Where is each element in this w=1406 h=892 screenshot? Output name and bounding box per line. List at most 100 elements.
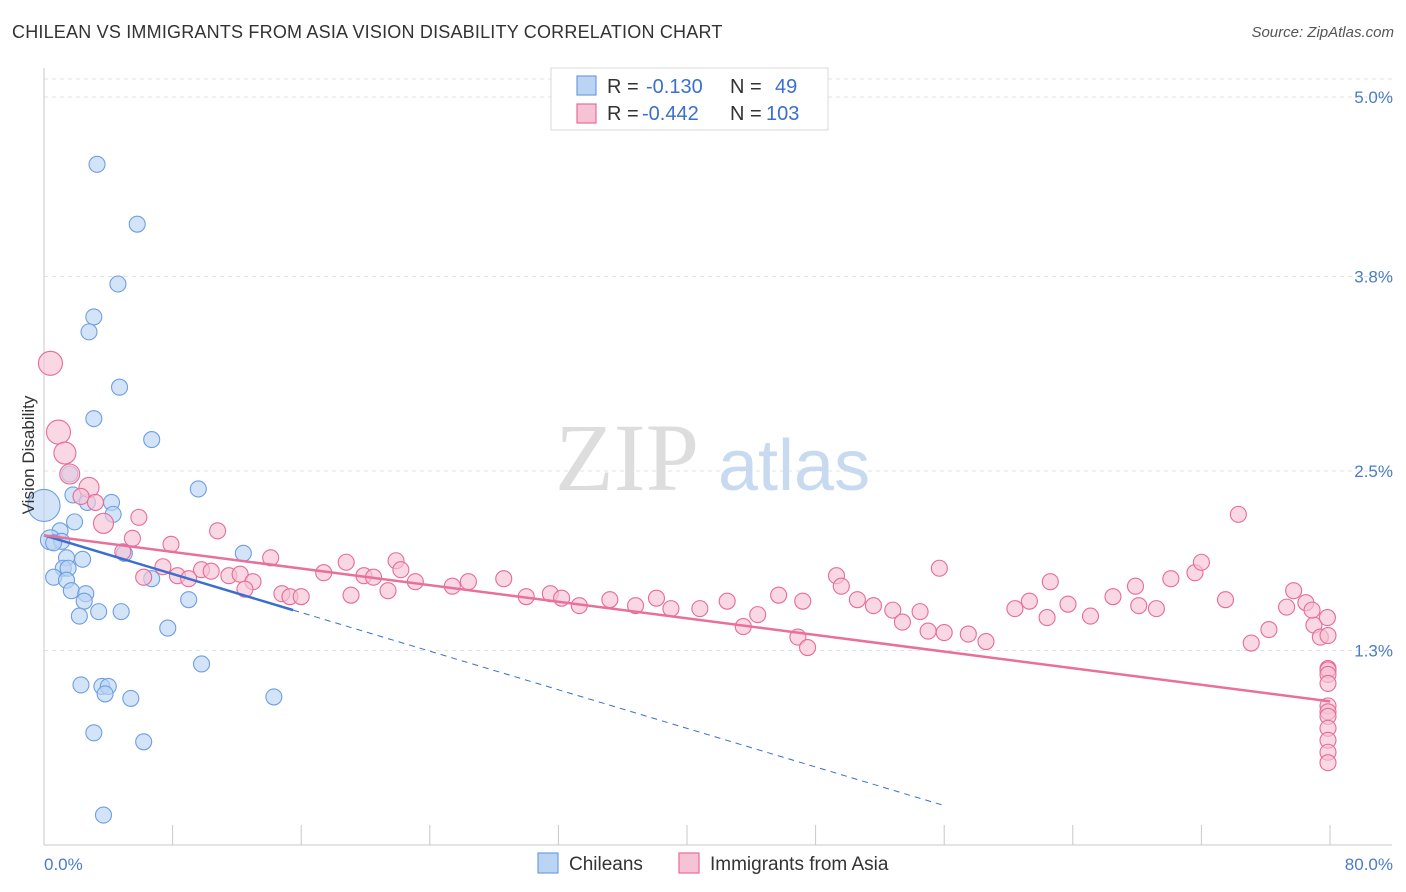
legend-r-label-1: R = (607, 76, 639, 98)
legend-label-chileans: Chileans (569, 854, 643, 875)
point-immigrants-38 (379, 582, 397, 600)
source-label: Source: ZipAtlas.com (1251, 24, 1394, 41)
point-chileans-0 (27, 488, 61, 522)
point-immigrants-46 (662, 600, 680, 618)
point-immigrants-95 (1319, 674, 1337, 692)
y-axis-title: Vision Disability (19, 395, 38, 514)
stats-legend-box (550, 67, 829, 131)
watermark-zip: ZIP (555, 404, 699, 511)
point-immigrants-91 (1318, 609, 1336, 627)
legend-n-label-1: N = (730, 76, 762, 98)
trend-line-immigrants (43, 534, 1331, 703)
point-chileans-3 (109, 275, 127, 293)
legend-r-value-1: -0.130 (646, 76, 703, 98)
point-immigrants-74 (1126, 577, 1145, 595)
point-immigrants-1 (45, 419, 72, 445)
point-chileans-10 (189, 480, 207, 498)
point-immigrants-89 (1285, 582, 1303, 600)
point-immigrants-64 (935, 624, 953, 642)
point-immigrants-65 (959, 625, 977, 643)
point-chileans-4 (85, 308, 103, 326)
point-immigrants-45 (647, 589, 666, 607)
point-chileans-23 (74, 550, 92, 568)
point-immigrants-29 (459, 573, 477, 591)
point-immigrants-36 (342, 586, 360, 604)
point-immigrants-83 (1260, 621, 1278, 639)
point-immigrants-47 (691, 600, 709, 618)
point-chileans-1 (88, 155, 106, 173)
point-immigrants-19 (135, 568, 153, 586)
point-immigrants-54 (799, 638, 817, 657)
trend-line-chileans (43, 534, 294, 612)
y-tick-label-1: 3.8% (1354, 268, 1393, 287)
point-immigrants-28 (495, 570, 513, 588)
series-immigrants-from-asia (37, 350, 1337, 772)
point-chileans-38 (72, 676, 90, 694)
point-immigrants-81 (1229, 505, 1247, 523)
point-immigrants-57 (864, 597, 883, 615)
point-immigrants-73 (1104, 588, 1122, 606)
gridlines (44, 78, 1392, 652)
point-immigrants-35 (292, 588, 310, 606)
point-chileans-32 (75, 592, 93, 610)
point-immigrants-84 (1278, 598, 1296, 616)
point-chileans-22 (234, 544, 252, 562)
point-immigrants-62 (848, 591, 866, 609)
point-immigrants-0 (37, 350, 63, 376)
legend-swatch-pink (576, 103, 597, 124)
point-chileans-33 (90, 603, 108, 621)
point-immigrants-63 (930, 559, 948, 577)
point-chileans-37 (192, 655, 211, 673)
legend-swatch-blue (576, 75, 597, 96)
legend-r-value-2: -0.442 (642, 103, 699, 125)
point-immigrants-79 (1192, 553, 1210, 571)
point-immigrants-43 (601, 591, 619, 609)
y-tick-label-2: 2.5% (1354, 462, 1393, 481)
point-immigrants-44 (627, 597, 645, 615)
series-chileans (27, 155, 283, 824)
point-immigrants-66 (977, 632, 995, 651)
point-immigrants-48 (718, 592, 736, 610)
point-chileans-29 (62, 582, 80, 600)
point-chileans-35 (70, 607, 88, 625)
watermark-atlas: atlas (718, 426, 870, 506)
x-tick-label-0: 0.0% (44, 855, 83, 874)
legend-label-immigrants: Immigrants from Asia (710, 854, 889, 875)
point-chileans-42 (122, 689, 140, 707)
point-immigrants-2 (53, 441, 77, 465)
point-immigrants-8 (92, 512, 115, 534)
point-immigrants-52 (794, 592, 812, 610)
point-chileans-5 (80, 323, 98, 341)
point-immigrants-59 (911, 603, 929, 621)
point-chileans-2 (128, 215, 146, 233)
point-immigrants-9 (209, 522, 227, 540)
legend-n-value-2: 103 (766, 103, 799, 125)
point-immigrants-92 (1319, 627, 1337, 645)
point-chileans-6 (111, 378, 129, 396)
point-immigrants-82 (1242, 634, 1260, 652)
trend-lines (43, 534, 1331, 807)
point-chileans-34 (112, 603, 130, 621)
point-immigrants-60 (919, 622, 937, 640)
point-immigrants-49 (749, 606, 767, 624)
point-immigrants-15 (337, 553, 355, 571)
point-immigrants-3 (59, 463, 81, 485)
point-chileans-36 (159, 619, 177, 637)
point-immigrants-69 (1038, 609, 1056, 627)
y-tick-label-0: 5.0% (1354, 88, 1393, 107)
series-legend: Chileans Immigrants from Asia (537, 852, 889, 875)
stats-legend: R = -0.130 N = 49 R = -0.442 N = 103 (550, 67, 829, 131)
axes: 5.0% 3.8% 2.5% 1.3% 0.0% 80.0% (43, 68, 1393, 874)
legend-n-value-1: 49 (775, 76, 797, 98)
legend-n-label-2: N = (730, 103, 762, 125)
point-immigrants-70 (1041, 573, 1059, 591)
point-immigrants-77 (1162, 570, 1180, 588)
point-chileans-15 (65, 513, 84, 531)
watermark: ZIP atlas (555, 404, 870, 511)
point-immigrants-6 (86, 493, 104, 511)
point-immigrants-76 (1147, 600, 1165, 618)
point-immigrants-68 (1020, 592, 1038, 610)
point-immigrants-27 (392, 561, 410, 579)
x-tick-label-1: 80.0% (1345, 855, 1393, 874)
